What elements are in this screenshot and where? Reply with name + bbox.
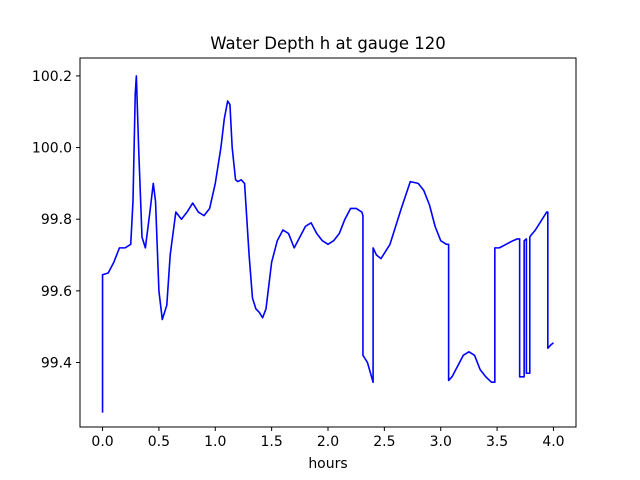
y-tick-label: 99.4	[41, 356, 72, 372]
x-tick-label: 2.0	[317, 434, 339, 450]
x-axis-label: hours	[308, 456, 347, 472]
x-tick-label: 2.5	[373, 434, 395, 450]
y-tick-label: 99.6	[41, 284, 72, 300]
x-tick-label: 3.5	[486, 434, 508, 450]
x-tick-label: 0.5	[148, 434, 170, 450]
x-axis-ticks: 0.0 0.5 1.0 1.5 2.0 2.5 3.0 3.5 4.0	[91, 427, 565, 450]
x-tick-label: 1.0	[204, 434, 226, 450]
y-tick-label: 99.8	[41, 212, 72, 228]
series-line	[101, 75, 554, 413]
plot-area	[101, 75, 554, 413]
y-axis-ticks: 99.4 99.6 99.8 100.0 100.2	[32, 69, 80, 372]
x-tick-label: 3.0	[430, 434, 452, 450]
x-tick-label: 4.0	[542, 434, 564, 450]
x-tick-label: 1.5	[261, 434, 283, 450]
x-tick-label: 0.0	[91, 434, 113, 450]
chart-title: Water Depth h at gauge 120	[210, 34, 445, 53]
y-tick-label: 100.2	[32, 69, 72, 85]
y-tick-label: 100.0	[32, 141, 72, 157]
